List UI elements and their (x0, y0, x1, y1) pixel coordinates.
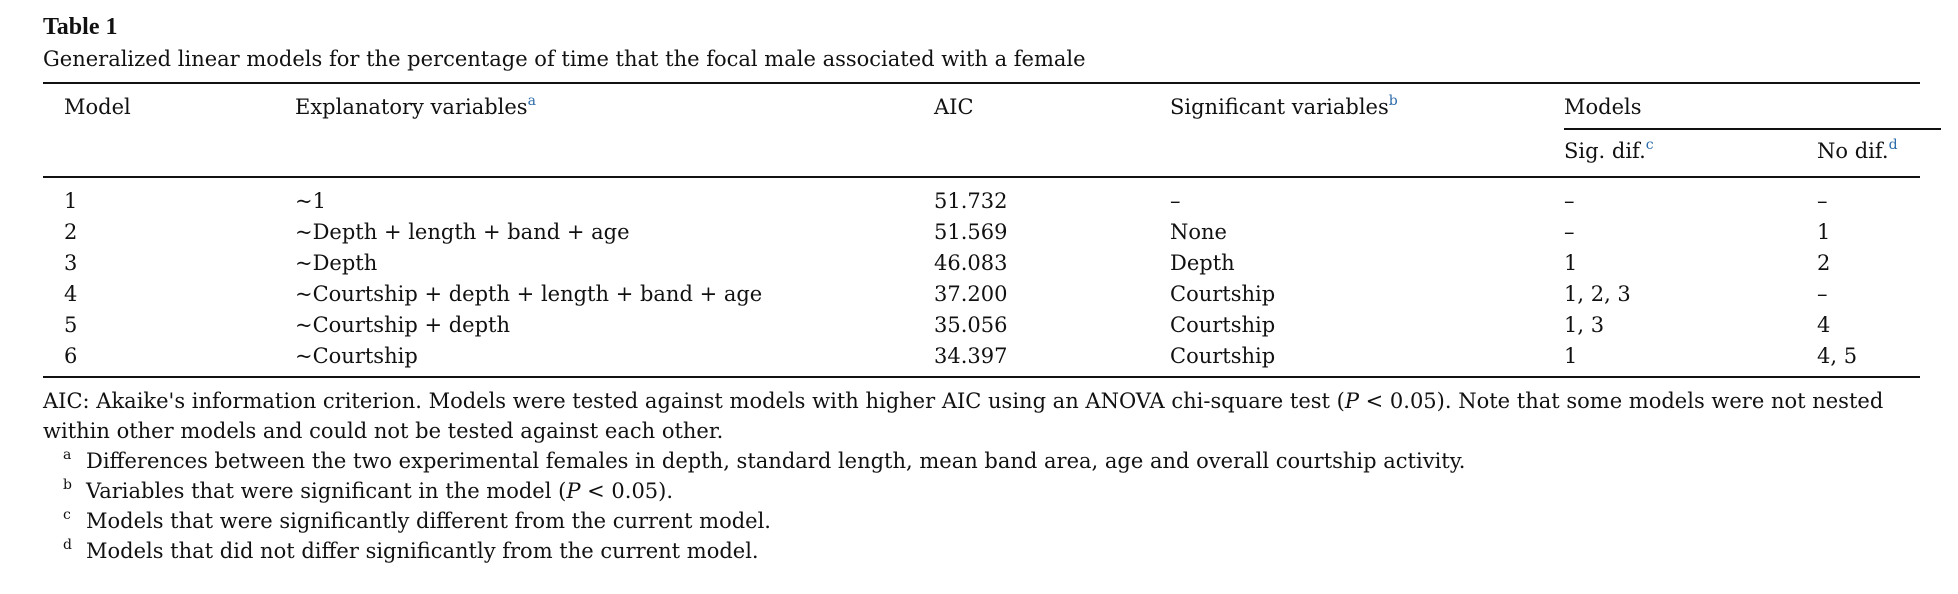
table-body: 1 ~1 51.732 – – – 2 ~Depth + length + ba… (43, 178, 1920, 376)
cell-no-dif: 4 (1817, 313, 1831, 337)
cell-no-dif: – (1817, 189, 1828, 213)
cell-sig-dif: 1, 3 (1564, 313, 1605, 337)
table-row: 4 ~Courtship + depth + length + band + a… (43, 279, 1920, 310)
cell-significant: Courtship (1170, 313, 1276, 337)
footnote-mark: d (63, 537, 72, 553)
cell-sig-dif: – (1564, 220, 1575, 244)
cell-aic: 51.732 (934, 189, 1008, 213)
header-explanatory: Explanatory variablesa (295, 93, 536, 119)
cell-aic: 35.056 (934, 313, 1008, 337)
footnote-text: Differences between the two experimental… (86, 449, 1466, 473)
table-label: Table 1 (43, 14, 118, 40)
cell-no-dif: 2 (1817, 251, 1831, 275)
cell-explanatory: ~1 (295, 189, 326, 213)
footnote-d: d Models that did not differ significant… (43, 536, 1920, 566)
cell-model: 6 (64, 344, 78, 368)
footnote-text: Variables that were significant in the m… (86, 479, 674, 503)
cell-aic: 46.083 (934, 251, 1008, 275)
cell-significant: – (1170, 189, 1181, 213)
footnote-a: a Differences between the two experiment… (43, 446, 1920, 476)
cell-sig-dif: 1 (1564, 251, 1578, 275)
header-models-group: Models (1564, 95, 1642, 119)
cell-no-dif: – (1817, 282, 1828, 306)
footnote-mark: b (63, 477, 72, 493)
footnote-mark: c (63, 507, 71, 523)
cell-explanatory: ~Depth (295, 251, 378, 275)
cell-model: 1 (64, 189, 78, 213)
footnote-c: c Models that were significantly differe… (43, 506, 1920, 536)
cell-sig-dif: – (1564, 189, 1575, 213)
header-sig-dif: Sig. dif.c (1564, 137, 1654, 163)
cell-explanatory: ~Courtship + depth + length + band + age (295, 282, 763, 306)
footnote-text: Models that did not differ significantly… (86, 539, 759, 563)
table-row: 2 ~Depth + length + band + age 51.569 No… (43, 217, 1920, 248)
cell-sig-dif: 1 (1564, 344, 1578, 368)
footnote-ref-b[interactable]: b (1388, 93, 1398, 109)
cell-significant: Courtship (1170, 344, 1276, 368)
cell-explanatory: ~Courtship + depth (295, 313, 510, 337)
table-row: 6 ~Courtship 34.397 Courtship 1 4, 5 (43, 341, 1920, 372)
cell-aic: 34.397 (934, 344, 1008, 368)
cell-significant: None (1170, 220, 1227, 244)
footnote-mark: a (63, 447, 72, 463)
cell-model: 4 (64, 282, 78, 306)
cell-model: 5 (64, 313, 78, 337)
cell-explanatory: ~Courtship (295, 344, 418, 368)
header-aic: AIC (934, 95, 974, 119)
cell-model: 2 (64, 220, 78, 244)
header-model: Model (64, 95, 131, 119)
cell-aic: 37.200 (934, 282, 1008, 306)
footnote-ref-a[interactable]: a (527, 93, 536, 109)
cell-significant: Courtship (1170, 282, 1276, 306)
cell-no-dif: 1 (1817, 220, 1831, 244)
bottom-rule (43, 376, 1920, 378)
footnote-ref-d[interactable]: d (1888, 137, 1898, 153)
general-note: AIC: Akaike's information criterion. Mod… (43, 389, 1884, 443)
table-container: Table 1 Generalized linear models for th… (43, 12, 1941, 566)
cell-explanatory: ~Depth + length + band + age (295, 220, 630, 244)
header-significant: Significant variablesb (1170, 93, 1398, 119)
table-row: 3 ~Depth 46.083 Depth 1 2 (43, 248, 1920, 279)
footnote-text: Models that were significantly different… (86, 509, 771, 533)
footnote-ref-c[interactable]: c (1645, 137, 1654, 153)
cell-significant: Depth (1170, 251, 1235, 275)
footnote-b: b Variables that were significant in the… (43, 476, 1920, 506)
header-no-dif: No dif.d (1817, 137, 1898, 163)
cell-sig-dif: 1, 2, 3 (1564, 282, 1631, 306)
cell-model: 3 (64, 251, 78, 275)
table-notes: AIC: Akaike's information criterion. Mod… (43, 386, 1920, 566)
table-header: Model Explanatory variablesa AIC Signifi… (43, 84, 1941, 176)
table-row: 5 ~Courtship + depth 35.056 Courtship 1,… (43, 310, 1920, 341)
table-caption: Generalized linear models for the percen… (43, 47, 1086, 71)
table-row: 1 ~1 51.732 – – – (43, 186, 1920, 217)
header-rule (43, 176, 1920, 178)
cell-aic: 51.569 (934, 220, 1008, 244)
models-group-rule (1564, 128, 1941, 130)
cell-no-dif: 4, 5 (1817, 344, 1858, 368)
top-rule (43, 82, 1920, 84)
